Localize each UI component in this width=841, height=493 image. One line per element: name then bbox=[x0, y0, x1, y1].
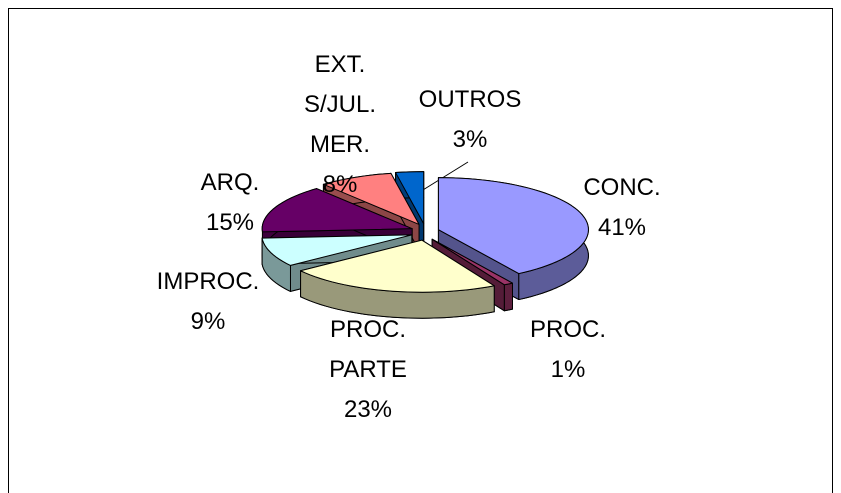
slice-top bbox=[261, 188, 413, 233]
slice-top bbox=[437, 177, 589, 275]
data-label: IMPROC. 9% bbox=[157, 262, 260, 342]
value-label: 15% bbox=[205, 209, 255, 236]
category-label: PROC. PARTE bbox=[329, 316, 407, 383]
slice-top bbox=[300, 239, 495, 293]
data-label: PROC. 1% bbox=[530, 310, 606, 390]
category-label: PROC. bbox=[529, 316, 607, 343]
slice-top bbox=[261, 234, 413, 266]
category-label: IMPROC. bbox=[156, 268, 260, 295]
category-label: OUTROS bbox=[418, 86, 522, 113]
value-label: 1% bbox=[550, 356, 586, 383]
data-label: PROC. PARTE 23% bbox=[329, 310, 407, 430]
data-label: CONC. 41% bbox=[583, 168, 660, 248]
category-label: EXT. S/JUL. MER. bbox=[303, 51, 377, 158]
value-label: 3% bbox=[452, 126, 488, 153]
data-label: OUTROS 3% bbox=[419, 80, 522, 160]
category-label: CONC. bbox=[583, 174, 661, 201]
slice-top bbox=[322, 172, 420, 225]
data-label: ARQ. 15% bbox=[201, 163, 260, 243]
value-label: 9% bbox=[190, 308, 226, 335]
value-label: 23% bbox=[343, 396, 393, 423]
value-label: 8% bbox=[322, 171, 358, 198]
pie-slice bbox=[300, 239, 495, 319]
value-label: 41% bbox=[597, 214, 647, 241]
slice-side bbox=[503, 282, 514, 312]
category-label: ARQ. bbox=[200, 169, 260, 196]
slice-top bbox=[395, 171, 425, 225]
slice-top bbox=[431, 238, 514, 286]
data-label: EXT. S/JUL. MER. 8% bbox=[304, 45, 376, 205]
chart-frame bbox=[8, 8, 833, 493]
